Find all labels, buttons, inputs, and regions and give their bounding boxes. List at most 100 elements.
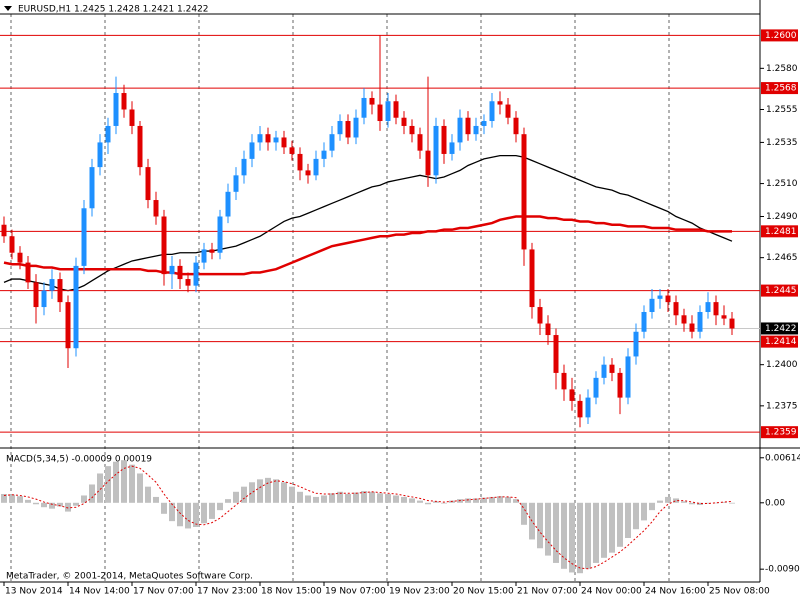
histogram-bar [241,486,247,503]
candle-body [129,109,135,126]
histogram-bar [713,502,719,504]
histogram-bar [545,502,551,556]
chart-title: EURUSD,H1 1.2425 1.2428 1.2421 1.2422 [18,5,209,15]
histogram-bar [81,495,87,503]
histogram-bar [25,499,31,503]
histogram-bar [433,501,439,503]
histogram-bar [129,464,135,503]
candle-body [489,101,495,122]
histogram-bar [361,491,367,503]
moving-average [3,154,733,292]
level-label: 1.2359 [765,428,797,438]
histogram-bar [513,499,519,503]
histogram-bar [1,494,7,503]
candle-body [145,167,151,201]
copyright: MetaTrader, © 2001-2014, MetaQuotes Soft… [6,572,253,582]
histogram-bar [201,502,207,524]
candle-body [169,265,175,275]
level-label: 1.2600 [765,31,797,41]
y-tick-label: 1.2510 [766,179,798,189]
histogram-bar [41,502,47,508]
candle-body [481,121,487,126]
histogram-bar [121,460,127,503]
y-tick-label: 1.2465 [766,253,798,263]
histogram-bar [705,502,711,504]
candle-body [721,315,727,319]
histogram-bar [609,502,615,553]
histogram-bar [337,491,343,503]
level-label: 1.2414 [765,337,797,347]
x-tick-label: 14 Nov 14:00 [69,587,130,597]
histogram-bar [641,502,647,521]
level-label: 1.2445 [765,286,797,296]
histogram-bar [425,502,431,505]
histogram-bar [633,502,639,530]
candle-body [417,134,423,151]
candle-body [409,125,415,135]
histogram-bar [97,473,103,503]
candle-body [201,249,207,263]
histogram-bar [49,502,55,509]
histogram-bar [289,486,295,503]
level-label-box [761,82,798,95]
level-label-box [761,225,798,238]
histogram-bar [689,502,695,505]
histogram-bar [673,498,679,503]
histogram-bar [193,502,199,527]
histogram-bar [89,484,95,503]
histogram-bar [73,502,79,506]
candle-body [329,134,335,151]
y-tick-label: 1.2490 [766,212,798,222]
y-tick-label: 0.00614 [765,453,800,463]
histogram-bar [369,491,375,503]
candle-body [713,302,719,316]
candle-body [569,389,575,401]
candle-body [49,279,55,291]
last-price-box [761,322,798,335]
histogram-bar [17,496,23,503]
candle-body [289,147,295,154]
candle-body [185,279,191,286]
histogram-bar [561,502,567,569]
candle-body [553,335,559,373]
candle-body [121,93,127,110]
y-tick-label: 1.2400 [766,360,798,370]
candle-body [313,158,319,176]
histogram-bar [409,498,415,503]
candle-body [9,236,15,253]
candle-body [265,134,271,143]
histogram-bar [113,461,119,503]
histogram-bar [521,502,527,525]
candle-body [529,249,535,308]
candle-body [297,153,303,171]
candle-body [1,224,7,237]
candle-body [593,377,599,398]
candle-body [681,315,687,324]
histogram-bar [281,482,287,503]
candle-body [25,262,31,283]
candle-body [441,125,447,154]
level-label-box [761,426,798,439]
candle-body [257,134,263,143]
candle-body [89,167,95,209]
x-tick-label: 21 Nov 07:00 [517,587,578,597]
candle-body [641,311,647,332]
histogram-bar [57,502,63,507]
candle-body [337,121,343,135]
histogram-bar [441,502,447,504]
menu-arrow[interactable] [4,6,12,11]
x-tick-label: 20 Nov 15:00 [453,587,514,597]
level-label-box [761,29,798,42]
candle-body [105,125,111,143]
candle-body [561,372,567,390]
x-tick-label: 18 Nov 15:00 [261,587,322,597]
level-label-box [761,284,798,297]
histogram-bar [721,502,727,503]
histogram-bar [249,482,255,503]
candle-body [521,134,527,250]
candle-body [705,302,711,312]
y-tick-label: 0.00 [765,498,785,508]
candle-body [433,125,439,176]
